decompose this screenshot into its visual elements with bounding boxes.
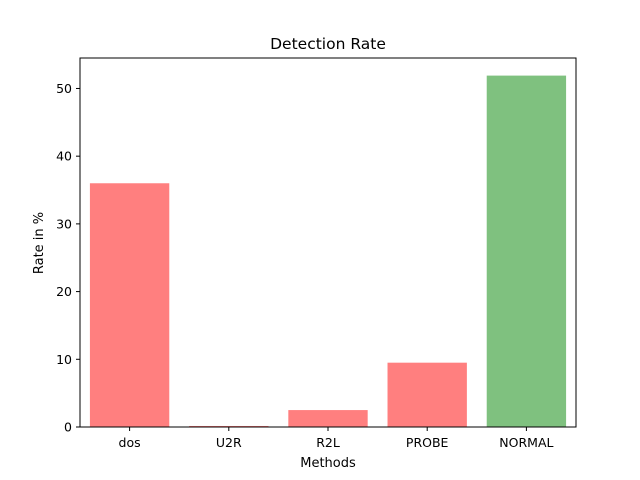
x-tick-label: dos <box>119 435 141 450</box>
bar-u2r <box>189 425 269 427</box>
y-tick-label: 0 <box>64 420 72 435</box>
x-tick-label: PROBE <box>406 435 449 450</box>
y-axis: 0 10 20 30 40 50 <box>56 81 80 435</box>
x-tick-label: U2R <box>216 435 242 450</box>
y-tick-label: 40 <box>56 149 72 164</box>
x-axis-label: Methods <box>300 456 356 471</box>
bar-dos <box>89 183 170 427</box>
y-axis-label: Rate in % <box>32 212 47 274</box>
y-tick-label: 20 <box>56 284 72 299</box>
plot-area <box>89 75 567 427</box>
y-tick-label: 50 <box>56 81 72 96</box>
y-tick-label: 10 <box>56 352 72 367</box>
y-tick-label: 30 <box>56 216 72 231</box>
bar-r2l <box>288 410 368 427</box>
chart-title: Detection Rate <box>270 35 386 53</box>
bar-normal <box>486 75 567 427</box>
x-tick-label: R2L <box>316 435 340 450</box>
x-axis: dos U2R R2L PROBE NORMAL <box>119 427 554 450</box>
bar-probe <box>387 362 467 427</box>
x-tick-label: NORMAL <box>499 435 553 450</box>
